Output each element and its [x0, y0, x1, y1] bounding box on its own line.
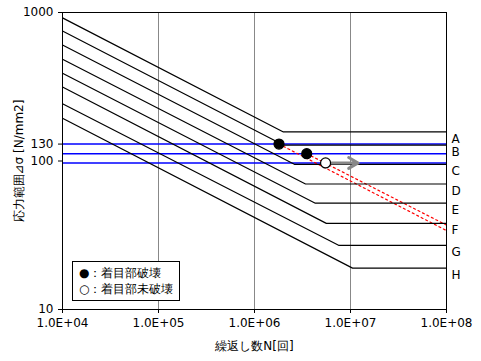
svg-text:1.0E+07: 1.0E+07: [325, 316, 377, 330]
svg-text:繰返し数N[回]: 繰返し数N[回]: [214, 339, 293, 353]
svg-text:D: D: [452, 184, 461, 198]
html-text:●：着目部破壊: ●：着目部破壊: [79, 266, 162, 280]
svg-text:G: G: [452, 245, 461, 259]
svg-text:1.0E+06: 1.0E+06: [229, 316, 281, 330]
svg-text:E: E: [452, 203, 460, 217]
svg-text:1000: 1000: [23, 5, 54, 19]
svg-text:A: A: [452, 132, 461, 146]
svg-text:C: C: [452, 164, 460, 178]
svg-text:10: 10: [38, 302, 53, 316]
svg-text:応力範囲⊿σ [N/mm2]: 応力範囲⊿σ [N/mm2]: [12, 100, 26, 223]
svg-text:130: 130: [31, 137, 54, 151]
svg-text:H: H: [452, 268, 461, 282]
svg-text:1.0E+05: 1.0E+05: [133, 316, 185, 330]
svg-text:B: B: [452, 145, 460, 159]
svg-text:1.0E+04: 1.0E+04: [37, 316, 89, 330]
html-text:○：着目部未破壊: ○：着目部未破壊: [79, 282, 174, 296]
svg-text:F: F: [452, 223, 459, 237]
svg-text:100: 100: [31, 154, 54, 168]
svg-text:1.0E+08: 1.0E+08: [421, 316, 473, 330]
